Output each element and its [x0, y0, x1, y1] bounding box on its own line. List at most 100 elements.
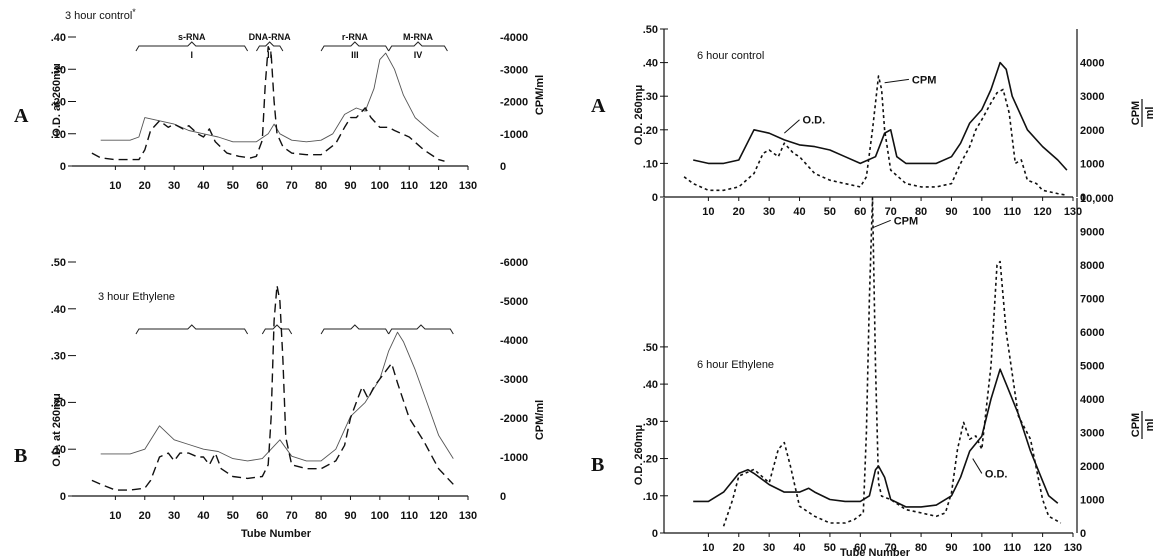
- y2-tick-label: 3000: [1080, 428, 1104, 440]
- x-tick-label: 40: [793, 542, 805, 554]
- fraction-roman: III: [351, 50, 359, 60]
- y2-tick-label: 5000: [1080, 361, 1104, 373]
- panel-title: 3 hour Ethylene: [98, 291, 175, 303]
- y-axis-label: O.D. at 260mμ: [51, 63, 63, 136]
- y2-tick-label: 4000: [1080, 394, 1104, 406]
- x-axis-label: Tube Number: [840, 547, 911, 559]
- y2-tick-label: 9000: [1080, 227, 1104, 239]
- y2-tick-label: -5000: [500, 296, 528, 308]
- fraction-bracket: [262, 325, 291, 334]
- panel-title: 6 hour Ethylene: [697, 359, 774, 371]
- x-tick-label: 30: [168, 510, 180, 522]
- x-tick-label: 110: [1003, 542, 1021, 554]
- y2-axis-label-denominator: ml: [1144, 419, 1156, 432]
- y2-tick-label: 6000: [1080, 327, 1104, 339]
- y-tick-label: .40: [51, 32, 66, 44]
- fraction-roman: I: [191, 50, 194, 60]
- y2-tick-label: -3000: [500, 374, 528, 386]
- x-tick-label: 70: [286, 510, 298, 522]
- x-tick-label: 120: [429, 510, 447, 522]
- y2-tick-label: 2000: [1080, 461, 1104, 473]
- panel-label: A: [14, 105, 29, 127]
- x-tick-label: 110: [400, 510, 418, 522]
- x-tick-label: 20: [733, 542, 745, 554]
- y2-axis-label-numerator: CPM: [1130, 413, 1142, 437]
- fraction-bracket: [136, 325, 248, 334]
- y2-axis-label: CPM ml: [1130, 99, 1156, 127]
- x-tick-label: 130: [459, 510, 477, 522]
- x-tick-label: 10: [702, 542, 714, 554]
- y2-axis-label: CPM ml: [1130, 411, 1156, 439]
- x-tick-label: 60: [854, 206, 866, 218]
- y-tick-label: .50: [51, 257, 66, 269]
- y2-tick-label: -2000: [500, 413, 528, 425]
- series-line-cpm-dotted: [724, 198, 1061, 526]
- x-tick-label: 120: [1033, 542, 1051, 554]
- y2-axis-label-denominator: ml: [1144, 107, 1156, 120]
- fraction-roman: IV: [414, 50, 423, 60]
- x-tick-label: 130: [1064, 206, 1082, 218]
- x-tick-label: 30: [763, 206, 775, 218]
- annotation-leader: [872, 220, 890, 227]
- x-tick-label: 90: [344, 180, 356, 192]
- x-tick-label: 100: [973, 206, 991, 218]
- y2-tick-label: 4000: [1080, 58, 1104, 70]
- y-tick-label: 0: [60, 161, 66, 173]
- x-tick-label: 110: [1003, 206, 1021, 218]
- x-tick-label: 50: [824, 206, 836, 218]
- y2-tick-label: 1000: [1080, 495, 1104, 507]
- y2-tick-label: -4000: [500, 32, 528, 44]
- x-tick-label: 60: [256, 180, 268, 192]
- x-axis-label: Tube Number: [241, 528, 312, 540]
- y-tick-label: .10: [643, 158, 658, 170]
- y2-axis-label: CPM/ml: [534, 75, 546, 115]
- panel-3h-ethylene: 10 20 30 40 50 60 70 80 90 100 110 120 130 0 .10 .20 .30…: [14, 257, 546, 540]
- y2-axis-label: CPM/ml: [534, 400, 546, 440]
- x-tick-label: 80: [315, 510, 327, 522]
- x-tick-label: 130: [1064, 542, 1082, 554]
- series-line-cpm-dashed: [92, 285, 453, 490]
- x-tick-label: 80: [315, 180, 327, 192]
- annotation-label: O.D.: [985, 468, 1008, 480]
- panel-label: B: [14, 445, 27, 467]
- x-tick-label: 30: [763, 542, 775, 554]
- x-tick-label: 60: [256, 510, 268, 522]
- x-tick-label: 90: [945, 206, 957, 218]
- y-axis-label: O.D. 260mμ: [633, 425, 645, 486]
- fraction-label: M-RNA: [403, 32, 433, 42]
- y2-tick-label: 0: [1080, 528, 1086, 540]
- panel-6h-ethylene: 10 20 30 40 50 60 70 80 90 100 110 120 1300.10.20.30…: [591, 193, 1156, 559]
- title-mark: *: [132, 7, 136, 17]
- x-tick-label: 120: [429, 180, 447, 192]
- series-line-od-light: [101, 332, 454, 461]
- y2-tick-label: 10,000: [1080, 193, 1114, 205]
- x-tick-label: 10: [702, 206, 714, 218]
- annotation-leader: [885, 79, 909, 82]
- y2-tick-label: 0: [500, 161, 506, 173]
- x-tick-label: 50: [227, 510, 239, 522]
- x-tick-label: 80: [915, 542, 927, 554]
- x-tick-label: 20: [733, 206, 745, 218]
- y2-tick-label: 3000: [1080, 91, 1104, 103]
- annotation-leader: [784, 120, 799, 133]
- series-line-od-solid: [693, 63, 1067, 171]
- annotation-label: O.D.: [803, 115, 826, 127]
- y-axis-label: O.D. 260mμ: [633, 85, 645, 146]
- panel-title: 6 hour control: [697, 50, 764, 62]
- y2-tick-label: 2000: [1080, 125, 1104, 137]
- y-tick-label: .40: [51, 304, 66, 316]
- x-tick-label: 10: [109, 180, 121, 192]
- fraction-bracket: [389, 325, 454, 334]
- annotation-leader: [973, 459, 982, 474]
- x-tick-label: 130: [459, 180, 477, 192]
- x-tick-label: 90: [945, 542, 957, 554]
- y2-tick-label: -3000: [500, 64, 528, 76]
- x-tick-label: 30: [168, 180, 180, 192]
- x-tick-label: 50: [824, 542, 836, 554]
- y-tick-label: .50: [643, 24, 658, 36]
- y2-tick-label: -2000: [500, 97, 528, 109]
- fraction-bracket: [321, 325, 389, 334]
- series-line-cpm-dotted: [684, 76, 1067, 195]
- x-tick-label: 110: [400, 180, 418, 192]
